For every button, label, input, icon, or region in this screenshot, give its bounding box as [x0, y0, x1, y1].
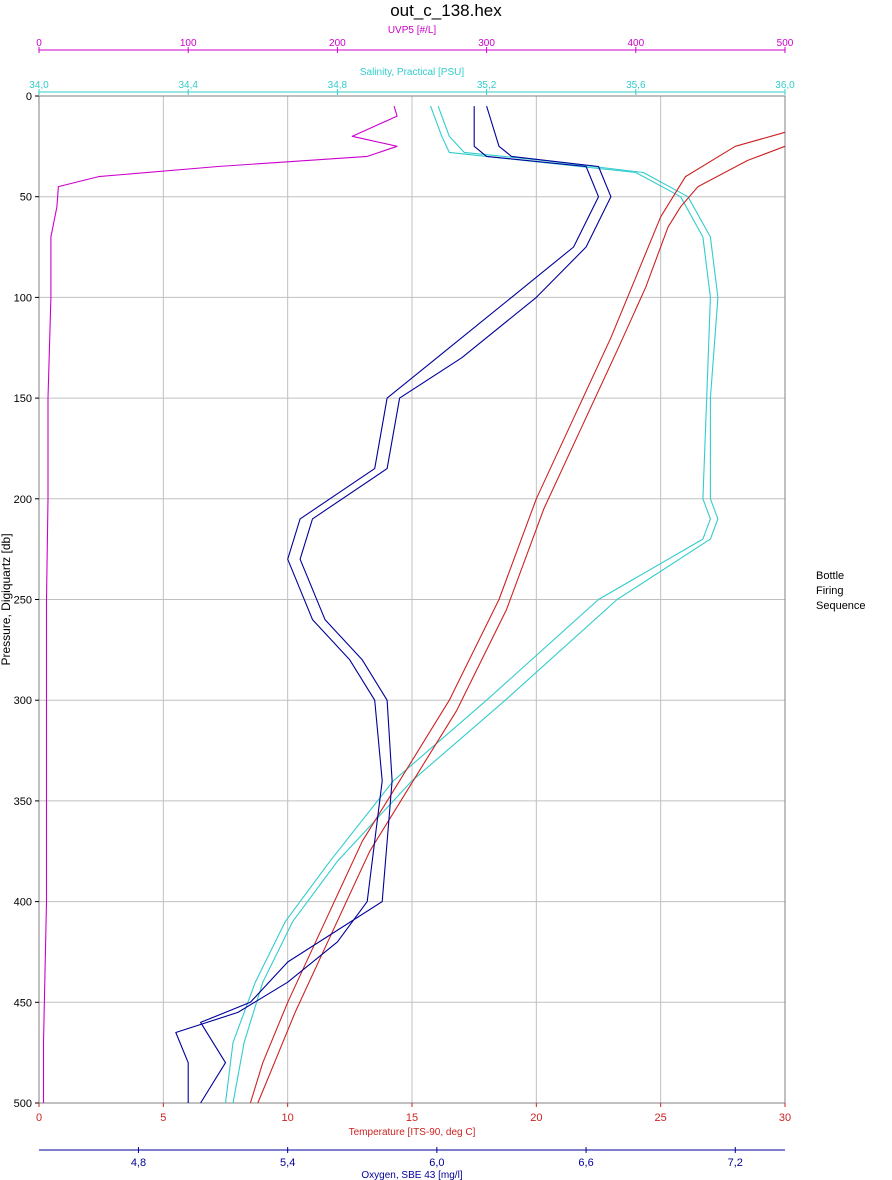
uvp5-tick-label: 200 [329, 38, 346, 49]
uvp5-tick-label: 0 [36, 38, 42, 49]
axes-group: 050100150200250300350400450500Pressure, … [0, 25, 795, 1180]
uvp5-series-line-0 [42, 105, 398, 1103]
uvp5-tick-label: 500 [777, 38, 794, 49]
oxygen-tick-label: 4,8 [131, 1157, 146, 1169]
uvp5-axis-label: UVP5 [#/L] [388, 25, 437, 36]
y-tick-label: 400 [14, 897, 32, 909]
temperature-tick-label: 15 [406, 1112, 418, 1124]
temperature-tick-label: 20 [530, 1112, 542, 1124]
salinity-tick-label: 35,2 [477, 80, 497, 91]
salinity-tick-label: 34,0 [29, 80, 49, 91]
uvp5-tick-label: 100 [180, 38, 197, 49]
temperature-series-line-4 [257, 145, 786, 1104]
y-tick-label: 0 [26, 91, 32, 103]
y-tick-label: 300 [14, 695, 32, 707]
temperature-tick-label: 5 [160, 1112, 166, 1124]
grid [38, 95, 786, 1104]
temperature-series-line-3 [249, 131, 786, 1104]
temperature-tick-label: 0 [36, 1112, 42, 1124]
y-tick-label: 50 [20, 192, 32, 204]
y-tick-label: 250 [14, 595, 32, 607]
salinity-tick-label: 36,0 [775, 80, 795, 91]
y-tick-label: 150 [14, 393, 32, 405]
salinity-tick-label: 34,4 [178, 80, 198, 91]
oxygen-tick-label: 6,0 [429, 1157, 444, 1169]
y-axis-label: Pressure, Digiquartz [db] [0, 533, 13, 665]
temperature-tick-label: 30 [779, 1112, 791, 1124]
salinity-tick-label: 34,8 [328, 80, 348, 91]
legend-line-3: Sequence [816, 600, 866, 612]
oxygen-series-line-6 [200, 105, 612, 1104]
y-tick-label: 350 [14, 796, 32, 808]
temperature-axis-label: Temperature [ITS-90, deg C] [349, 1127, 476, 1138]
salinity-tick-label: 35,6 [626, 80, 646, 91]
temperature-tick-label: 10 [282, 1112, 294, 1124]
oxygen-tick-label: 7,2 [728, 1157, 743, 1169]
y-tick-label: 500 [14, 1098, 32, 1110]
y-tick-label: 450 [14, 997, 32, 1009]
uvp5-tick-label: 300 [478, 38, 495, 49]
legend-line-2: Firing [816, 585, 844, 597]
salinity-series-line-1 [224, 105, 711, 1104]
legend: Bottle Firing Sequence [816, 569, 866, 614]
y-tick-label: 100 [14, 292, 32, 304]
chart-title: out_c_138.hex [390, 1, 502, 20]
oxygen-tick-label: 6,6 [578, 1157, 593, 1169]
y-tick-label: 200 [14, 494, 32, 506]
oxygen-tick-label: 5,4 [280, 1157, 295, 1169]
series-group [42, 105, 786, 1104]
temperature-tick-label: 25 [655, 1112, 667, 1124]
uvp5-tick-label: 400 [627, 38, 644, 49]
oxygen-axis-label: Oxygen, SBE 43 [mg/l] [361, 1170, 462, 1180]
legend-line-1: Bottle [816, 570, 845, 582]
oxygen-series-line-5 [175, 106, 600, 1103]
salinity-axis-label: Salinity, Practical [PSU] [360, 67, 465, 78]
